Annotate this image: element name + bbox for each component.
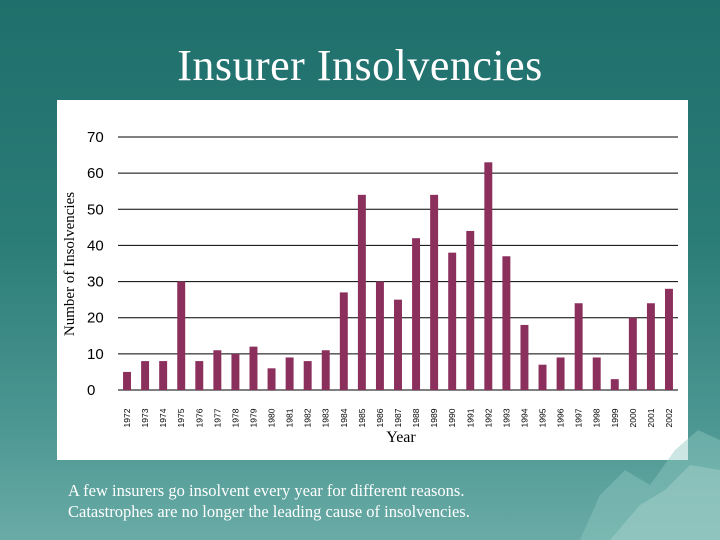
x-tick-label: 1978	[230, 408, 240, 427]
bar-1976	[195, 361, 204, 390]
x-tick-label: 1989	[429, 408, 439, 427]
bar-1972	[123, 371, 132, 390]
x-tick-label: 1998	[592, 408, 602, 427]
y-tick-label: 70	[87, 129, 104, 146]
bar-1990	[448, 252, 457, 390]
bar-1987	[394, 299, 402, 390]
x-tick-label: 1987	[393, 408, 403, 427]
x-tick-label: 1975	[176, 408, 186, 427]
y-tick-label: 50	[87, 201, 104, 218]
bar-1991	[466, 230, 475, 390]
x-tick-label: 1995	[538, 408, 548, 427]
x-tick-label: 1994	[519, 408, 529, 427]
bar-2002	[664, 288, 673, 390]
slide-title: Insurer Insolvencies	[177, 41, 543, 90]
bar-1984	[339, 292, 348, 390]
x-tick-labels: 1972 1973 1974 1975 1976 1977 1978 1979 1980 1981…	[122, 408, 674, 427]
y-axis-label: Number of Insolvencies	[62, 192, 78, 336]
x-tick-label: 1999	[610, 408, 620, 427]
bar-1995	[538, 364, 547, 390]
bar-1996	[556, 357, 565, 390]
bar-1981	[285, 357, 294, 390]
x-tick-label: 1981	[285, 408, 295, 427]
x-tick-label: 1988	[411, 408, 421, 427]
x-tick-label: 2002	[664, 408, 674, 427]
bar-1994	[520, 324, 529, 390]
bar-1998	[592, 357, 601, 390]
bar-1974	[159, 361, 168, 390]
x-tick-label: 1976	[194, 408, 204, 427]
bar-1973	[141, 361, 150, 390]
x-tick-label: 1986	[375, 408, 385, 427]
bar-1978	[231, 353, 240, 390]
x-tick-label: 1982	[303, 408, 313, 427]
x-tick-label: 1990	[447, 408, 457, 427]
x-tick-label: 1996	[556, 408, 566, 427]
y-tick-labels: 0 10 20 30 40 50 60 70	[87, 129, 104, 399]
bar-1989	[430, 194, 439, 390]
y-tick-label: 20	[87, 310, 104, 327]
y-tick-label: 10	[87, 346, 104, 363]
x-tick-label: 1992	[483, 408, 493, 427]
x-tick-label: 1979	[248, 408, 258, 427]
x-tick-label: 1991	[465, 408, 475, 427]
bar-1993	[502, 256, 511, 390]
y-tick-label: 30	[87, 274, 104, 291]
bar-2000	[628, 317, 637, 390]
x-axis-label: Year	[386, 429, 416, 446]
x-tick-label: 1984	[339, 408, 349, 427]
decorative-iceberg	[580, 430, 720, 540]
x-tick-label: 2000	[628, 408, 638, 427]
x-tick-label: 2001	[646, 408, 656, 427]
bars	[123, 162, 673, 390]
bar-1977	[213, 350, 222, 390]
bar-1997	[574, 303, 583, 390]
bar-1982	[303, 361, 312, 390]
bar-chart: 0 10 20 30 40 50 60 70 1972 1973 1974 1975 1976 1977…	[62, 129, 678, 446]
x-tick-label: 1997	[574, 408, 584, 427]
chart-panel: 0 10 20 30 40 50 60 70 1972 1973 1974 1975 1976 1977…	[57, 100, 688, 460]
caption: A few insurers go insolvent every year f…	[68, 480, 688, 522]
x-tick-label: 1973	[140, 408, 150, 427]
y-tick-label: 60	[87, 165, 104, 182]
bar-1980	[267, 368, 276, 390]
bar-1999	[610, 379, 619, 390]
bar-1988	[412, 238, 421, 390]
y-tick-label: 0	[87, 382, 95, 399]
bar-1992	[484, 162, 493, 390]
x-tick-label: 1993	[501, 408, 511, 427]
bar-1975	[177, 281, 186, 390]
x-tick-label: 1974	[158, 408, 168, 427]
x-tick-label: 1972	[122, 408, 132, 427]
bar-1986	[375, 281, 384, 390]
y-tick-label: 40	[87, 237, 104, 254]
bar-1985	[357, 194, 366, 390]
x-tick-label: 1977	[212, 408, 222, 427]
bar-1983	[321, 350, 330, 390]
x-tick-label: 1985	[357, 408, 367, 427]
caption-line-1: A few insurers go insolvent every year f…	[68, 481, 465, 500]
caption-line-2: Catastrophes are no longer the leading c…	[68, 502, 470, 521]
x-tick-label: 1983	[321, 408, 331, 427]
bar-2001	[646, 303, 655, 390]
bar-1979	[249, 346, 258, 390]
x-tick-label: 1980	[267, 408, 277, 427]
